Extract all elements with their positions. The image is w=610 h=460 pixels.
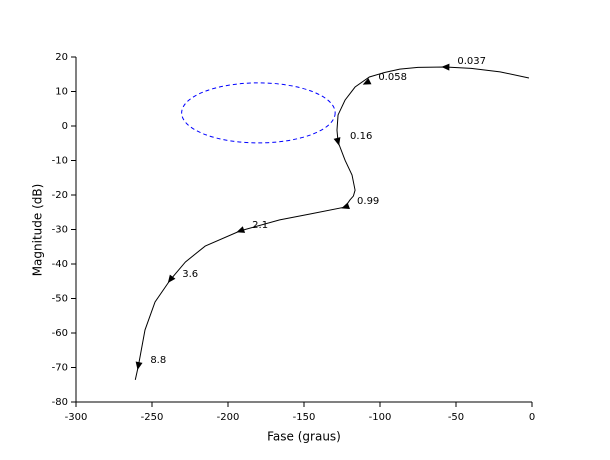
y-tick-label: 0	[62, 121, 68, 132]
frequency-label: 0.058	[378, 72, 407, 83]
x-tick-label: 0	[529, 412, 535, 423]
nichols-curve	[134, 66, 530, 381]
y-tick-label: 20	[55, 52, 68, 63]
y-tick-label: -40	[52, 259, 68, 270]
direction-arrow	[135, 361, 143, 371]
direction-arrow	[236, 226, 246, 233]
direction-arrow	[362, 77, 372, 85]
x-tick-label: -100	[369, 412, 392, 423]
y-tick-label: -20	[52, 190, 68, 201]
frequency-label: 0.037	[457, 56, 486, 67]
y-tick-label: -50	[52, 294, 68, 305]
y-tick-label: -60	[52, 328, 68, 339]
frequency-label: 0.16	[350, 131, 372, 142]
direction-arrow	[441, 63, 450, 71]
frequency-label: 2.1	[252, 220, 268, 231]
y-tick-label: -10	[52, 156, 68, 167]
frequency-label: 3.6	[182, 269, 198, 280]
x-tick-label: -200	[217, 412, 240, 423]
x-tick-label: -50	[448, 412, 464, 423]
direction-arrow	[333, 137, 341, 146]
x-axis-label: Fase (graus)	[267, 430, 341, 444]
frequency-label: 0.99	[357, 196, 379, 207]
y-tick-label: -70	[52, 363, 68, 374]
y-tick-label: -80	[52, 397, 68, 408]
x-tick-label: -250	[141, 412, 164, 423]
y-axis-label: Magnitude (dB)	[31, 184, 45, 277]
frequency-label: 8.8	[150, 355, 166, 366]
direction-arrow	[341, 202, 350, 210]
direction-arrow	[167, 274, 176, 284]
x-tick-label: -300	[65, 412, 88, 423]
y-tick-label: -30	[52, 225, 68, 236]
y-tick-label: 10	[55, 87, 68, 98]
x-tick-label: -150	[293, 412, 316, 423]
critical-region	[181, 82, 336, 144]
